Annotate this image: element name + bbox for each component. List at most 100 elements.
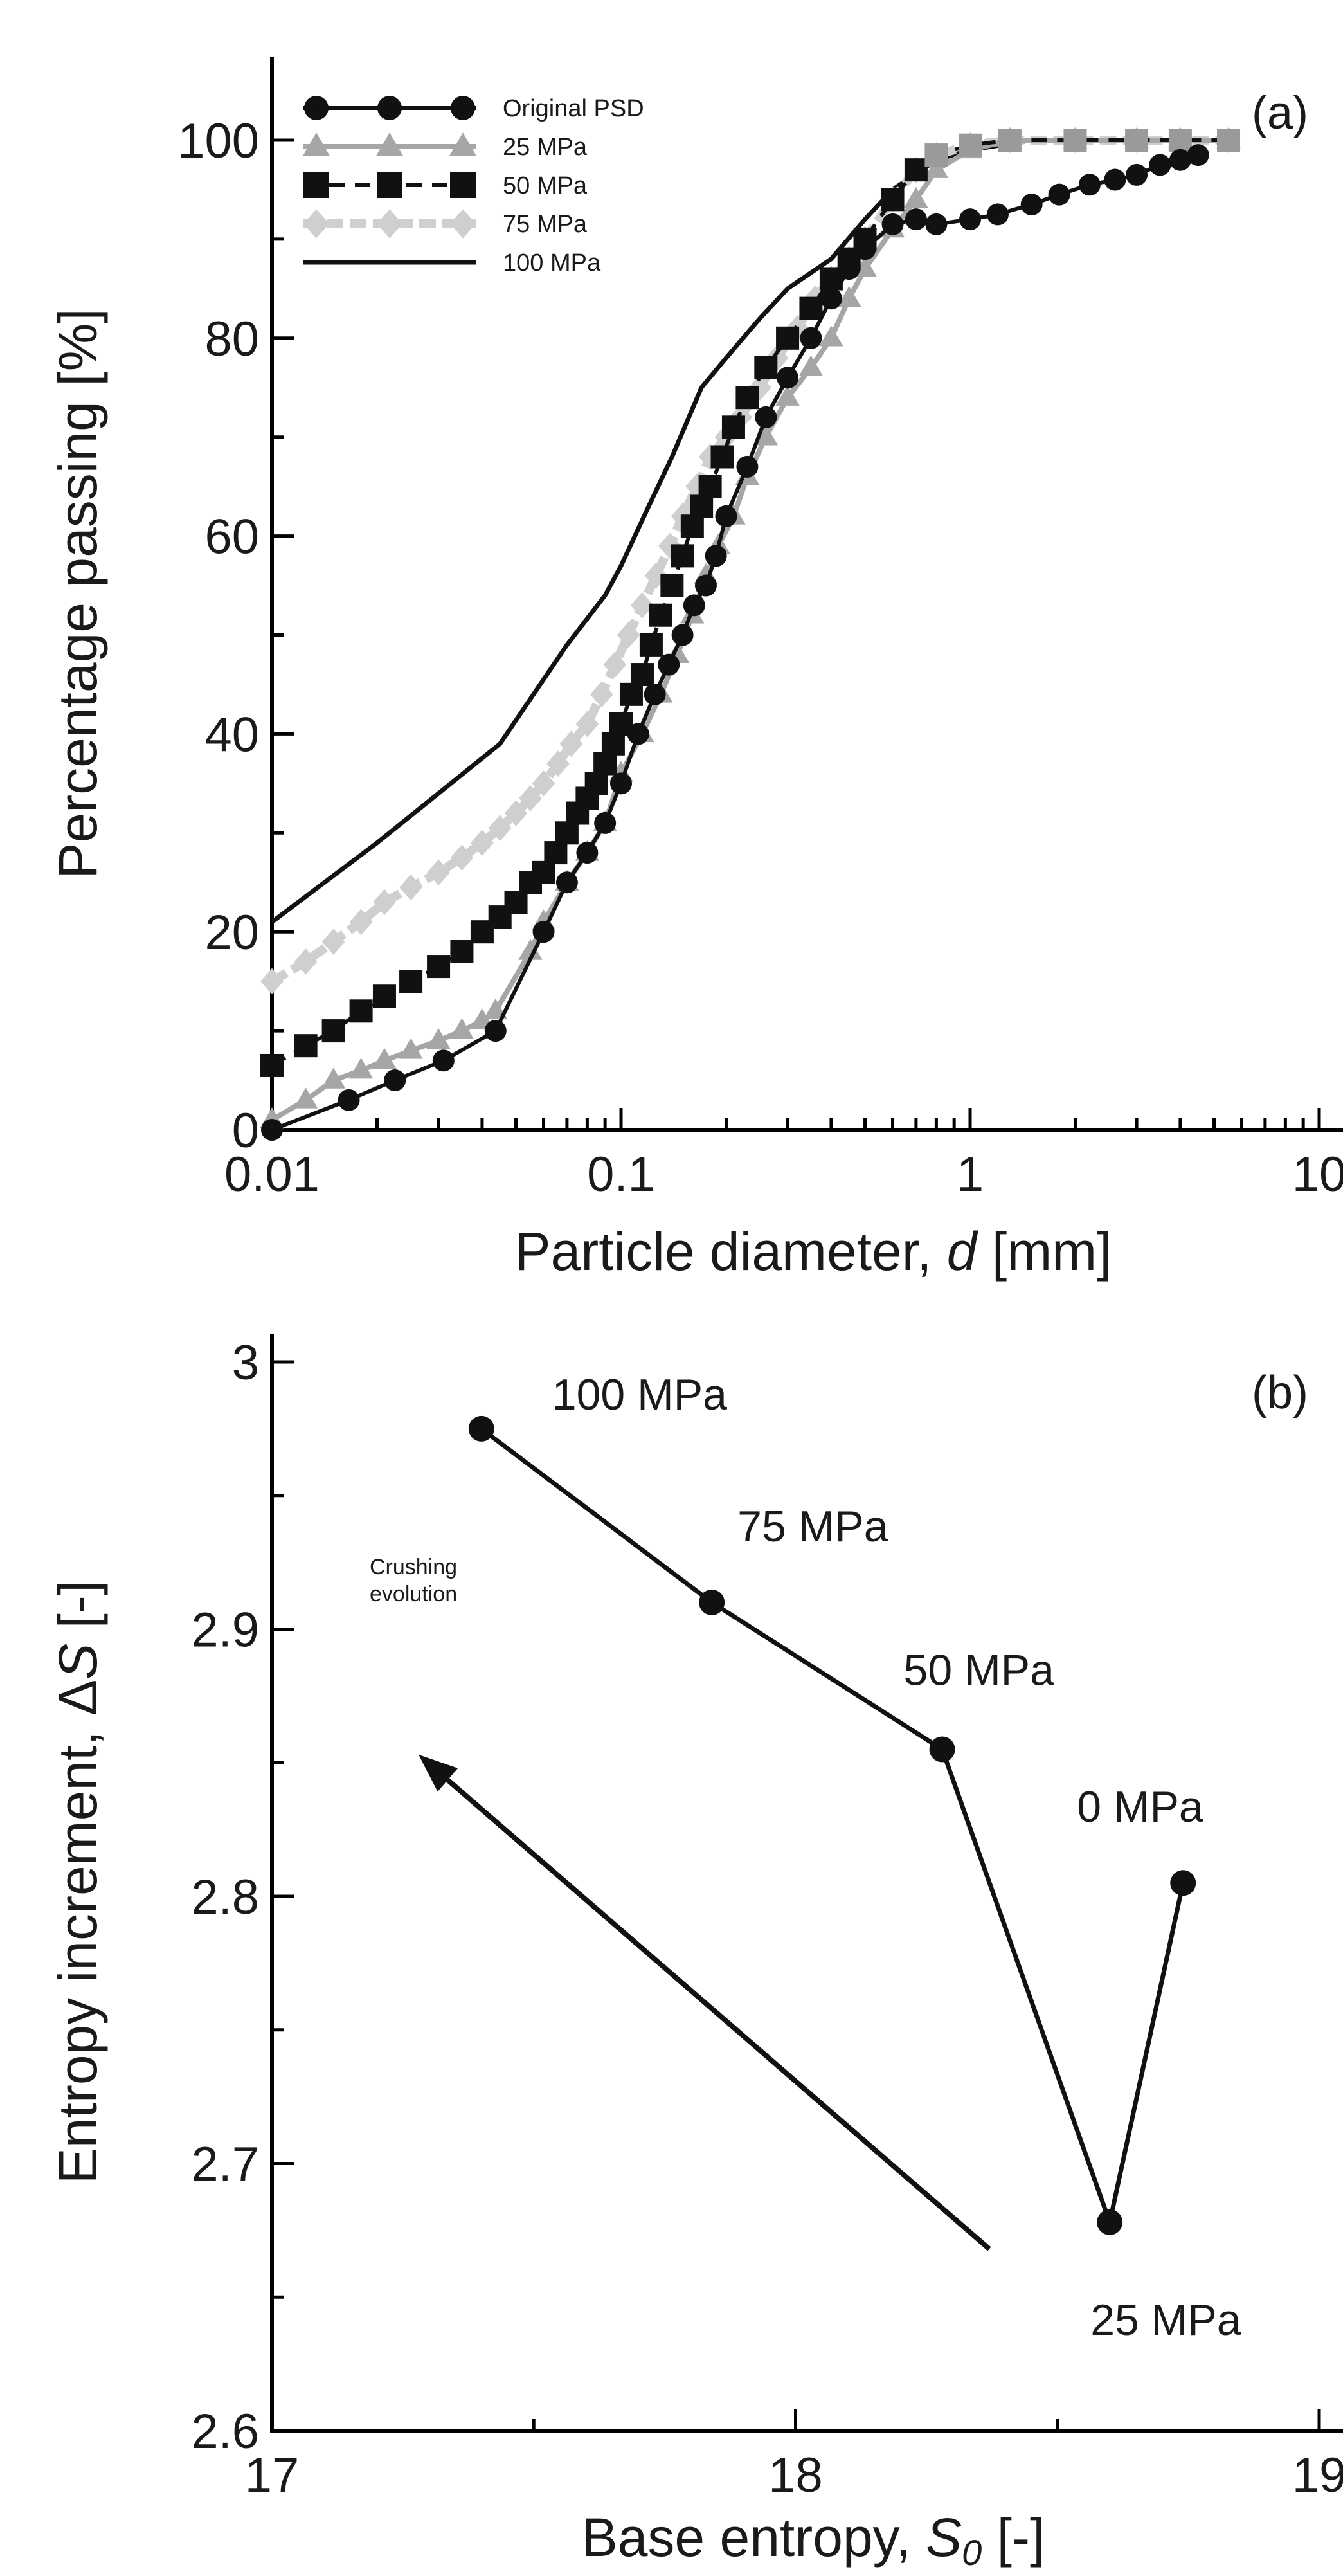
data-point — [820, 287, 842, 310]
data-point — [575, 711, 599, 738]
data-point — [427, 955, 451, 979]
panel-b-y-tick-label: 2.7 — [191, 2137, 259, 2192]
data-point — [1126, 163, 1148, 186]
data-point — [321, 1067, 346, 1089]
data-point — [986, 203, 1009, 226]
legend-item: 100 MPa — [303, 249, 601, 277]
data-point — [721, 415, 745, 439]
data-point — [776, 326, 800, 350]
data-point — [698, 475, 722, 498]
data-point — [715, 505, 737, 527]
data-point — [736, 455, 759, 478]
point-label: 50 MPa — [904, 1646, 1055, 1694]
data-point — [348, 1058, 374, 1079]
data-point — [959, 208, 981, 231]
data-point — [450, 939, 474, 963]
legend-label: 25 MPa — [503, 134, 588, 161]
data-point — [680, 514, 704, 538]
data-point — [426, 1028, 451, 1049]
panel-a-x-tick-label: 10 — [1292, 1147, 1343, 1202]
legend-marker — [377, 209, 402, 239]
point-label: 75 MPa — [737, 1502, 888, 1551]
panel-b-x-tick-label: 19 — [1292, 2448, 1343, 2503]
data-point — [800, 327, 822, 349]
legend-marker — [451, 96, 475, 120]
data-point — [293, 1087, 318, 1109]
data-point — [644, 683, 666, 705]
data-point — [488, 815, 512, 842]
data-point — [836, 286, 861, 307]
data-point — [690, 494, 714, 518]
data-point — [559, 730, 583, 757]
panel-b-y-tick-label: 3 — [232, 1336, 259, 1390]
data-point — [544, 841, 568, 865]
data-point — [658, 532, 681, 559]
crushing-evolution-annotation-line1: Crushing — [370, 1555, 457, 1579]
data-point — [925, 213, 948, 235]
data-point — [685, 473, 708, 500]
legend-marker — [377, 96, 402, 120]
data-point — [735, 386, 759, 410]
data-point — [924, 143, 948, 167]
data-point — [1063, 129, 1087, 152]
data-point — [710, 445, 734, 469]
data-point — [432, 1049, 455, 1072]
data-point — [576, 842, 599, 864]
legend-marker — [303, 132, 330, 156]
data-point — [1125, 129, 1149, 152]
legend-label: Original PSD — [503, 95, 644, 122]
data-point — [260, 968, 284, 995]
crushing-evolution-arrow-shaft — [446, 1778, 991, 2251]
data-point — [349, 909, 373, 936]
panel-b-ticks: 17 18 19 2.6 2.7 2.8 2.9 3 — [191, 1336, 1343, 2503]
data-point — [798, 355, 824, 376]
data-point — [384, 1069, 406, 1092]
data-point — [924, 157, 949, 178]
data-point — [777, 367, 799, 389]
panel-a-y-tick-label: 0 — [232, 1103, 259, 1158]
legend-marker — [449, 132, 476, 156]
data-point — [753, 424, 779, 446]
data-point — [555, 871, 578, 894]
legend-item: 75 MPa — [303, 209, 588, 239]
panel-a-y-tick-label: 60 — [204, 510, 259, 565]
data-point — [471, 830, 494, 857]
panel-b-y-tick-label: 2.8 — [191, 1870, 259, 1925]
data-point — [1048, 183, 1070, 206]
data-point — [630, 663, 654, 687]
legend-marker — [450, 209, 476, 239]
legend-marker — [304, 96, 329, 120]
entropy-data-point — [1097, 2209, 1123, 2235]
data-point — [603, 651, 627, 678]
panel-b-x-tick-label: 17 — [245, 2448, 300, 2503]
data-point — [449, 1018, 474, 1039]
panel-a-y-axis-title: Percentage passing [%] — [48, 308, 108, 878]
legend-marker — [303, 209, 329, 239]
legend-item: Original PSD — [303, 95, 644, 122]
panel-b-y-axis-title: Entropy increment, ΔS [-] — [48, 1581, 108, 2184]
panel-a-label: (a) — [1252, 87, 1308, 139]
data-point — [627, 723, 649, 745]
data-point — [1168, 129, 1192, 152]
data-point — [450, 844, 474, 871]
data-point — [504, 891, 528, 914]
data-point — [1217, 129, 1241, 152]
data-point — [504, 800, 528, 826]
data-point — [519, 785, 542, 812]
data-point — [590, 681, 613, 708]
entropy-data-point — [1170, 1870, 1196, 1896]
series-50-mpa — [260, 129, 1241, 1077]
data-point — [658, 653, 680, 676]
panel-b-series: 100 MPa 75 MPa 50 MPa 25 MPa 0 MPa — [419, 1370, 1241, 2345]
data-point — [683, 594, 705, 617]
legend-item: 25 MPa — [303, 132, 588, 161]
data-point — [881, 188, 905, 212]
data-point — [694, 574, 717, 597]
legend-marker — [450, 172, 476, 198]
data-point — [555, 821, 579, 845]
entropy-data-point — [929, 1736, 955, 1763]
data-point — [617, 622, 640, 648]
point-label: 25 MPa — [1090, 2296, 1241, 2345]
data-point — [1020, 194, 1043, 216]
